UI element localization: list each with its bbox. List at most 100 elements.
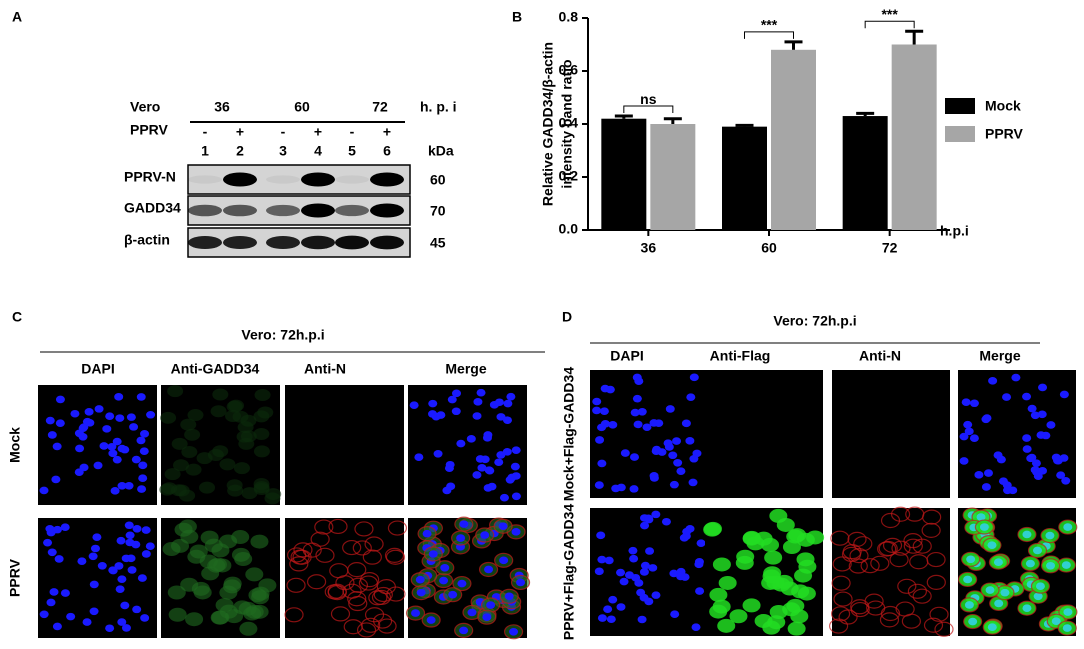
nucleus <box>642 423 652 432</box>
cell-red <box>934 621 954 637</box>
nucleus <box>483 484 493 492</box>
nucleus <box>484 565 494 574</box>
nucleus <box>110 487 120 495</box>
cell-green <box>764 550 783 565</box>
micrograph <box>958 507 1078 636</box>
y-tick-label: 0.0 <box>559 221 579 237</box>
cell-red <box>879 612 900 628</box>
nucleus <box>974 471 984 479</box>
nucleus <box>963 420 973 429</box>
kda-header: kDa <box>428 143 454 159</box>
cell-red <box>830 530 850 546</box>
nucleus <box>146 410 156 419</box>
legend-label: PPRV <box>985 126 1024 142</box>
cell-red <box>1057 620 1077 636</box>
nucleus <box>55 419 65 427</box>
nucleus <box>140 614 150 622</box>
column-label: Anti-GADD34 <box>171 361 260 377</box>
micrograph <box>703 508 825 636</box>
cell-green <box>171 538 190 553</box>
nucleus <box>55 395 65 404</box>
nucleus <box>66 612 76 621</box>
nucleus <box>108 449 118 458</box>
cell-red <box>907 583 928 599</box>
cell-red <box>929 606 949 622</box>
column-label: DAPI <box>81 361 114 377</box>
nucleus <box>1011 373 1021 382</box>
nucleus <box>600 384 610 393</box>
cell-green <box>238 601 257 616</box>
nucleus <box>670 610 680 619</box>
cell-red <box>354 521 374 537</box>
cell-red <box>387 520 408 536</box>
nucleus <box>126 413 136 421</box>
nucleus <box>105 412 115 420</box>
nucleus <box>981 483 991 491</box>
nucleus <box>114 393 124 401</box>
cell-faint <box>219 458 236 471</box>
nucleus <box>456 439 466 448</box>
nucleus <box>597 459 607 468</box>
nucleus <box>117 575 127 583</box>
nucleus <box>1037 467 1047 475</box>
nucleus <box>1022 445 1032 453</box>
micrograph-background <box>705 370 823 498</box>
time-point: 72 <box>372 99 388 115</box>
nucleus <box>1035 582 1045 590</box>
blot-band <box>188 235 222 250</box>
nucleus <box>961 398 971 407</box>
cell-red <box>342 539 362 556</box>
blot-kda: 70 <box>430 203 446 219</box>
nucleus <box>112 437 122 446</box>
nucleus <box>115 414 125 422</box>
nucleus <box>117 618 127 626</box>
nucleus <box>141 550 151 558</box>
nucleus <box>1030 411 1040 420</box>
micrograph-background <box>285 385 404 505</box>
nucleus <box>511 528 521 536</box>
micrograph <box>285 385 404 505</box>
cell-red <box>373 613 393 629</box>
nucleus <box>102 425 112 433</box>
nucleus <box>616 603 626 611</box>
nucleus <box>1037 410 1047 419</box>
nucleus <box>1046 421 1056 429</box>
micrograph <box>590 370 708 498</box>
nucleus <box>651 591 661 599</box>
nucleus <box>993 451 1003 459</box>
nucleus <box>140 430 150 438</box>
nucleus <box>511 492 521 501</box>
bar <box>650 124 696 230</box>
cell-red <box>385 549 406 565</box>
cell-red <box>306 574 327 590</box>
cell-red <box>864 593 884 609</box>
cell-green <box>168 607 187 622</box>
cell-red <box>1040 558 1061 574</box>
nucleus <box>597 614 607 622</box>
nucleus <box>447 395 457 404</box>
cell-green <box>251 586 270 601</box>
cell-green <box>712 599 731 614</box>
nucleus <box>685 525 695 533</box>
nucleus <box>1062 624 1072 632</box>
cell-red <box>335 575 355 591</box>
nucleus <box>93 461 103 470</box>
cell-green <box>231 530 250 545</box>
nucleus <box>1002 393 1012 401</box>
nucleus <box>673 458 683 467</box>
blot-band <box>266 235 300 250</box>
nucleus <box>689 373 699 382</box>
nucleus <box>124 521 134 530</box>
nucleus <box>436 411 446 419</box>
nucleus <box>1033 592 1043 601</box>
nucleus <box>1061 476 1071 485</box>
nucleus <box>994 599 1004 608</box>
nucleus <box>594 567 604 576</box>
nucleus <box>476 388 486 397</box>
nucleus <box>77 557 87 566</box>
blot-label: GADD34 <box>124 200 181 216</box>
nucleus <box>987 541 997 549</box>
nucleus <box>112 455 122 464</box>
nucleus <box>1056 471 1066 479</box>
nucleus <box>451 407 461 416</box>
